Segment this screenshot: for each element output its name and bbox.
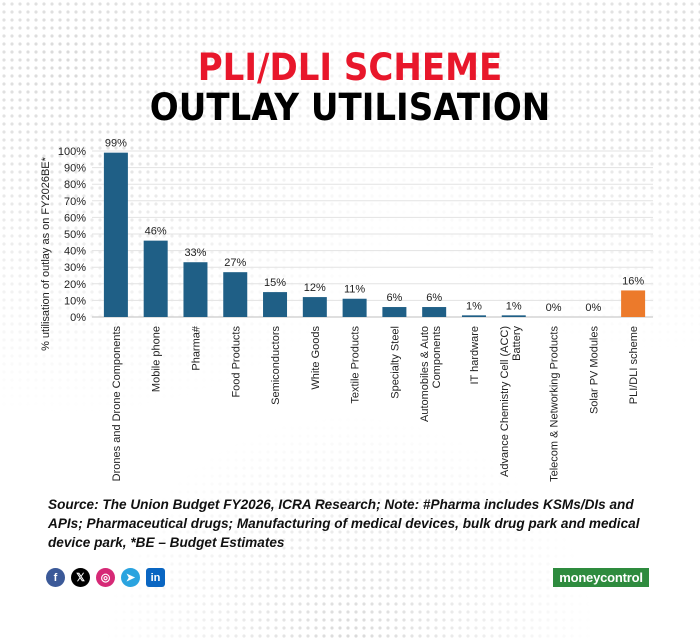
y-tick-label: 90% (64, 163, 86, 175)
bar (223, 272, 248, 317)
data-label: 1% (466, 300, 482, 312)
x-tick-label: Textile Products (350, 326, 362, 404)
data-label: 6% (386, 292, 402, 304)
y-axis-label: % utilisation of outlay as on FY2026BE* (40, 156, 52, 351)
x-tick-label: PLI/DLI scheme (628, 326, 640, 404)
x-tick-label: Automobiles & Auto (419, 326, 431, 422)
data-label: 0% (546, 302, 562, 314)
x-tick-label: Telecom & Networking Products (549, 326, 561, 482)
x-tick-label: Drones and Drone Components (111, 326, 123, 482)
y-tick-label: 70% (64, 196, 86, 208)
chart-title-line-2: OUTLAY UTILISATION (149, 86, 551, 129)
data-label: 46% (145, 226, 167, 238)
x-tick-label: White Goods (310, 326, 322, 390)
data-label: 15% (264, 277, 286, 289)
bar (501, 315, 526, 317)
y-tick-label: 20% (64, 279, 86, 291)
x-icon[interactable]: 𝕏 (71, 568, 90, 587)
instagram-icon[interactable]: ◎ (96, 568, 115, 587)
bar (302, 297, 327, 317)
y-tick-label: 100% (58, 146, 86, 158)
bar (461, 315, 486, 317)
y-tick-label: 50% (64, 229, 86, 241)
bar (342, 298, 367, 317)
x-tick-label: Advance Chemistry Cell (ACC) (499, 326, 511, 477)
source-note: Source: The Union Budget FY2026, ICRA Re… (48, 497, 640, 550)
x-tick-label: Battery (511, 326, 523, 361)
x-tick-label: Mobile phone (151, 326, 163, 392)
moneycontrol-logo: moneycontrol (553, 568, 649, 587)
social-icons: f 𝕏 ◎ ➤ in (46, 568, 165, 587)
telegram-icon[interactable]: ➤ (121, 568, 140, 587)
y-tick-label: 10% (64, 295, 86, 307)
x-tick-label: Semiconductors (270, 326, 282, 405)
data-label: 16% (622, 275, 644, 287)
data-label: 0% (585, 302, 601, 314)
data-label: 27% (224, 257, 246, 269)
data-label: 99% (105, 138, 127, 150)
x-tick-label: Specialty Steel (389, 326, 401, 399)
x-tick-label: IT hardware (469, 326, 481, 385)
facebook-icon[interactable]: f (46, 568, 65, 587)
data-label: 12% (304, 282, 326, 294)
bar (103, 152, 128, 317)
data-label: 11% (344, 284, 365, 296)
x-tick-label: Solar PV Modules (588, 326, 600, 415)
bar (382, 307, 407, 317)
y-tick-label: 30% (64, 262, 86, 274)
x-tick-label: Pharma# (190, 325, 202, 371)
bar (143, 240, 168, 317)
bar-chart: 0% 10% 20% 30% 40% 50% 60% 70% 80% 90% 100% % utili… (40, 138, 653, 482)
y-tick-label: 40% (64, 246, 86, 258)
bar (183, 262, 208, 317)
data-label: 6% (426, 292, 442, 304)
data-label: 33% (184, 247, 206, 259)
y-tick-label: 60% (64, 212, 86, 224)
x-tick-label: Components (431, 326, 443, 389)
y-tick-label: 0% (70, 312, 86, 324)
bar (422, 307, 447, 317)
chart-title-line-1: PLI/DLI SCHEME (197, 46, 503, 89)
y-tick-label: 80% (64, 179, 86, 191)
linkedin-icon[interactable]: in (146, 568, 165, 587)
x-tick-label: Food Products (230, 326, 242, 398)
bar (263, 292, 288, 317)
bar (621, 290, 646, 317)
data-label: 1% (506, 300, 522, 312)
